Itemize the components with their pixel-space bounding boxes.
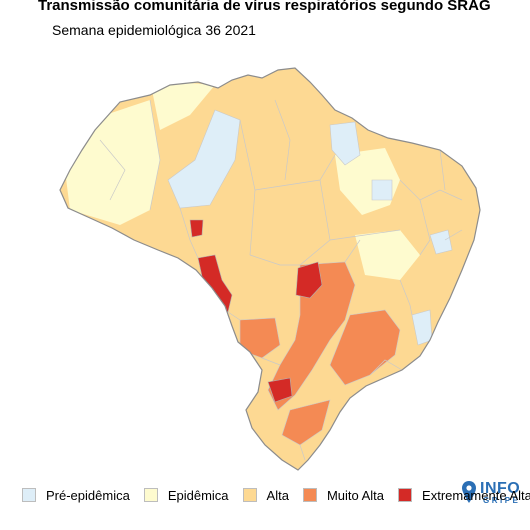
- location-pin-icon: [462, 481, 476, 503]
- legend-label: Pré-epidêmica: [46, 487, 130, 503]
- region-extrema-parana: [267, 377, 293, 403]
- legend-label: Alta: [266, 487, 289, 503]
- legend-swatch: [398, 488, 413, 502]
- region-pre-epidemica-amazon: [167, 109, 241, 209]
- region-muito-alta-south: [281, 399, 331, 446]
- legend-item-epidemica: Epidêmica: [143, 487, 229, 503]
- legend-item-muito-alta: Muito Alta: [302, 487, 385, 503]
- region-pre-epidemica-piaui: [371, 179, 393, 201]
- legend-item-alta: Alta: [242, 487, 289, 503]
- infogripe-logo: INFO GRIPE: [462, 480, 524, 506]
- legend-swatch: [143, 488, 158, 502]
- map-subtitle: Semana epidemiológica 36 2021: [52, 22, 256, 38]
- region-pre-epidemica-maranhao: [329, 121, 361, 166]
- legend-swatch: [242, 488, 257, 502]
- region-extrema-mt: [295, 261, 323, 299]
- map-title: Transmissão comunitária de vírus respira…: [38, 0, 491, 14]
- region-extrema-acre: [189, 219, 204, 238]
- region-epidemica-bahia: [355, 230, 420, 280]
- legend-swatch: [302, 488, 317, 502]
- region-boundaries: [99, 99, 463, 461]
- logo-sub: GRIPE: [483, 496, 521, 505]
- legend-item-extremamente-alta: Extremamente Alta: [398, 488, 530, 503]
- brazil-map: [0, 40, 530, 480]
- legend-label: Muito Alta: [326, 487, 385, 503]
- map-legend: Pré-epidêmica Epidêmica Alta Muito Alta …: [22, 484, 530, 506]
- legend-item-pre-epidemica: Pré-epidêmica: [22, 488, 130, 503]
- region-epidemica-north: [150, 80, 215, 130]
- region-pre-epidemica-coast: [429, 229, 453, 255]
- region-muito-alta-goias: [267, 261, 356, 411]
- legend-label: Extremamente Alta: [422, 487, 530, 503]
- legend-label: Epidêmica: [167, 487, 229, 503]
- legend-swatch: [22, 488, 36, 502]
- logo-word: INFO: [480, 480, 521, 497]
